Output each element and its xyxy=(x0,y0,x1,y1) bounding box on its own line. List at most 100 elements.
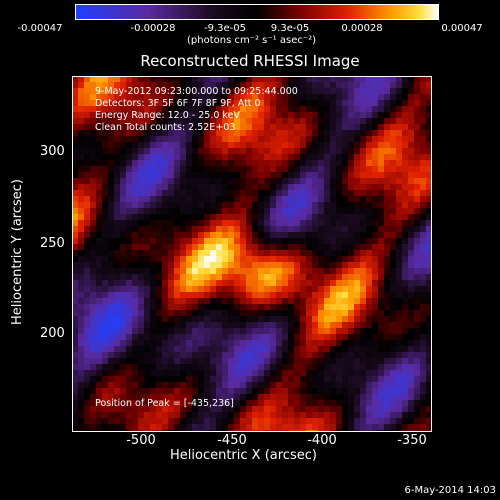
image-pixel xyxy=(90,268,96,274)
image-pixel xyxy=(276,304,282,310)
image-pixel xyxy=(108,112,114,118)
image-pixel xyxy=(132,220,138,226)
image-pixel xyxy=(384,406,390,412)
image-pixel xyxy=(258,424,264,430)
image-pixel xyxy=(174,286,180,292)
image-pixel xyxy=(336,274,342,280)
image-pixel xyxy=(186,250,192,256)
image-pixel xyxy=(300,190,306,196)
image-pixel xyxy=(258,316,264,322)
image-pixel xyxy=(258,346,264,352)
image-pixel xyxy=(330,394,336,400)
image-pixel xyxy=(216,100,222,106)
image-pixel xyxy=(360,334,366,340)
image-pixel xyxy=(90,316,96,322)
image-pixel xyxy=(240,370,246,376)
image-pixel xyxy=(282,148,288,154)
image-pixel xyxy=(72,388,78,394)
image-pixel xyxy=(264,226,270,232)
image-pixel xyxy=(288,232,294,238)
image-pixel xyxy=(222,214,228,220)
image-pixel xyxy=(426,262,432,268)
image-pixel xyxy=(264,268,270,274)
image-pixel xyxy=(174,136,180,142)
image-pixel xyxy=(126,382,132,388)
image-pixel xyxy=(156,382,162,388)
image-pixel xyxy=(306,292,312,298)
image-pixel xyxy=(294,334,300,340)
image-pixel xyxy=(348,130,354,136)
image-pixel xyxy=(384,94,390,100)
image-pixel xyxy=(342,292,348,298)
image-pixel xyxy=(264,184,270,190)
image-pixel xyxy=(264,316,270,322)
image-pixel xyxy=(426,352,432,358)
image-pixel xyxy=(300,394,306,400)
image-pixel xyxy=(84,322,90,328)
image-pixel xyxy=(408,400,414,406)
image-pixel xyxy=(336,130,342,136)
image-pixel xyxy=(168,142,174,148)
image-pixel xyxy=(240,340,246,346)
image-pixel xyxy=(252,256,258,262)
image-pixel xyxy=(186,232,192,238)
image-pixel xyxy=(198,280,204,286)
image-pixel xyxy=(156,118,162,124)
image-pixel xyxy=(330,142,336,148)
image-pixel xyxy=(246,196,252,202)
image-pixel xyxy=(210,286,216,292)
image-pixel xyxy=(276,166,282,172)
image-pixel xyxy=(366,400,372,406)
image-pixel xyxy=(264,112,270,118)
image-pixel xyxy=(306,82,312,88)
image-pixel xyxy=(222,112,228,118)
image-pixel xyxy=(156,328,162,334)
image-pixel xyxy=(300,286,306,292)
image-pixel xyxy=(240,178,246,184)
image-pixel xyxy=(420,280,426,286)
image-pixel xyxy=(222,364,228,370)
image-pixel xyxy=(342,412,348,418)
image-pixel xyxy=(198,304,204,310)
image-pixel xyxy=(312,256,318,262)
image-pixel xyxy=(192,280,198,286)
image-pixel xyxy=(300,232,306,238)
image-pixel xyxy=(210,328,216,334)
image-pixel xyxy=(264,250,270,256)
image-pixel xyxy=(384,82,390,88)
image-pixel xyxy=(240,400,246,406)
image-pixel xyxy=(90,220,96,226)
image-pixel xyxy=(288,76,294,82)
image-pixel xyxy=(198,184,204,190)
image-pixel xyxy=(390,124,396,130)
image-pixel xyxy=(408,406,414,412)
image-pixel xyxy=(192,166,198,172)
image-pixel xyxy=(246,382,252,388)
image-pixel xyxy=(228,286,234,292)
image-pixel xyxy=(306,202,312,208)
image-pixel xyxy=(348,304,354,310)
image-pixel xyxy=(78,352,84,358)
image-pixel xyxy=(102,202,108,208)
image-pixel xyxy=(420,412,426,418)
image-pixel xyxy=(282,130,288,136)
image-pixel xyxy=(120,202,126,208)
image-pixel xyxy=(228,382,234,388)
image-pixel xyxy=(312,340,318,346)
image-pixel xyxy=(156,418,162,424)
image-pixel xyxy=(114,334,120,340)
image-pixel xyxy=(246,286,252,292)
image-pixel xyxy=(426,112,432,118)
image-pixel xyxy=(222,292,228,298)
image-pixel xyxy=(270,82,276,88)
image-pixel xyxy=(336,412,342,418)
image-pixel xyxy=(270,412,276,418)
image-pixel xyxy=(186,220,192,226)
image-pixel xyxy=(144,250,150,256)
image-pixel xyxy=(102,166,108,172)
image-pixel xyxy=(426,274,432,280)
image-pixel xyxy=(426,310,432,316)
image-pixel xyxy=(396,202,402,208)
image-pixel xyxy=(324,202,330,208)
image-pixel xyxy=(120,196,126,202)
